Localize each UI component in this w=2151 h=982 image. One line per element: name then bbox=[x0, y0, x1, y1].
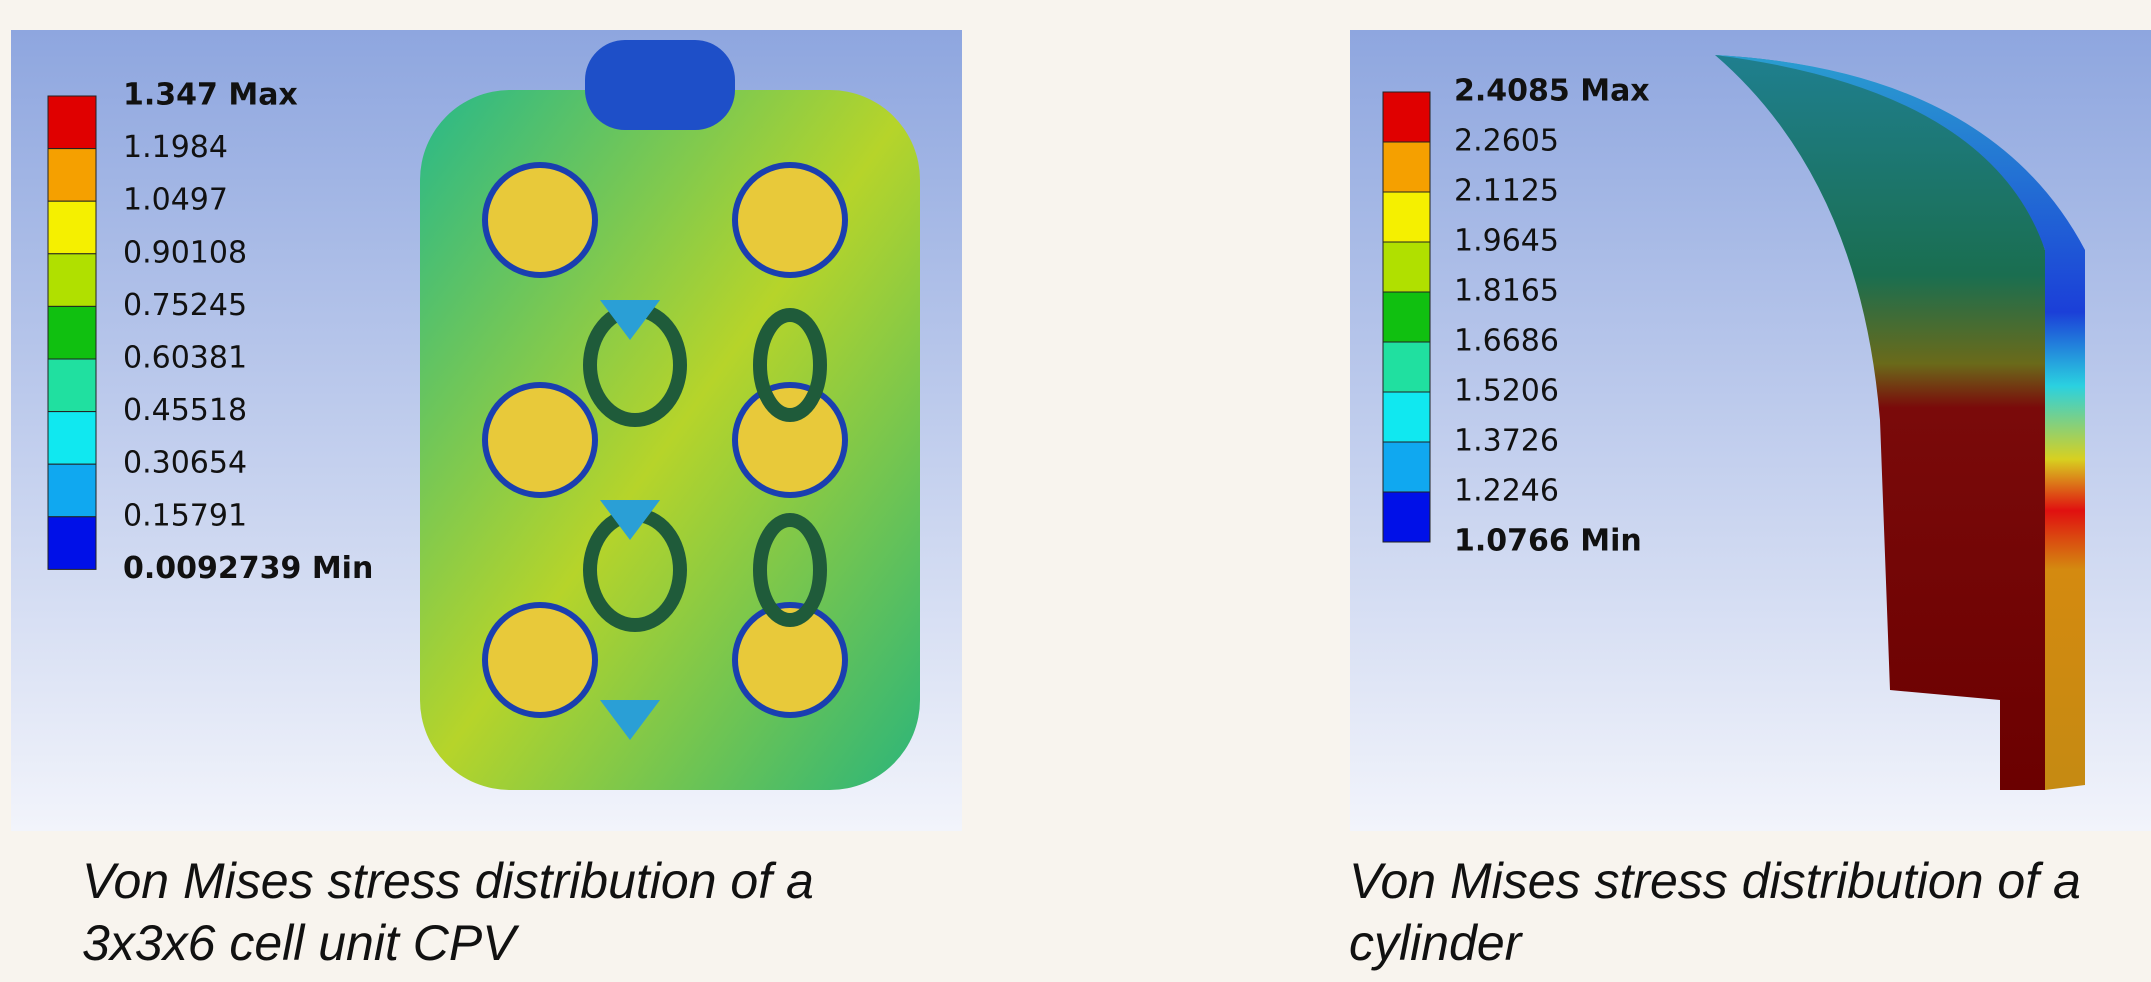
legend-swatch bbox=[1383, 442, 1430, 492]
legend-swatch bbox=[48, 254, 96, 307]
legend-swatch bbox=[1383, 192, 1430, 242]
legend-swatch bbox=[48, 517, 96, 570]
legend-swatch bbox=[1383, 342, 1430, 392]
legend-level: 0.45518 bbox=[123, 393, 247, 428]
legend-swatch bbox=[48, 149, 96, 202]
legend-level: 1.9645 bbox=[1454, 224, 1559, 259]
legend-level: 1.0497 bbox=[123, 183, 228, 218]
legend-swatch bbox=[48, 306, 96, 359]
legend-level: 0.15791 bbox=[123, 498, 247, 533]
legend-level: 0.30654 bbox=[123, 446, 247, 481]
legend-level: 0.75245 bbox=[123, 288, 247, 323]
legend-swatch bbox=[48, 201, 96, 254]
legend-swatch bbox=[1383, 392, 1430, 442]
figure: 1.347 Max 1.1984 1.0497 0.90108 0.75245 0.603… bbox=[0, 0, 2151, 982]
legend-max: 2.4085 Max bbox=[1454, 74, 1650, 109]
legend-level: 2.1125 bbox=[1454, 174, 1559, 209]
legend-level: 1.8165 bbox=[1454, 274, 1559, 309]
legend-min: 1.0766 Min bbox=[1454, 524, 1642, 559]
legend-swatch bbox=[1383, 142, 1430, 192]
legend-swatch bbox=[1383, 242, 1430, 292]
legend-level: 0.90108 bbox=[123, 235, 247, 270]
legend-swatch bbox=[48, 359, 96, 412]
legend-min: 0.0092739 Min bbox=[123, 551, 373, 586]
legend-level: 0.60381 bbox=[123, 341, 247, 376]
legend-swatch bbox=[1383, 92, 1430, 142]
legend-level: 2.2605 bbox=[1454, 124, 1559, 159]
caption-line: cylinder bbox=[1349, 912, 2081, 974]
page: 1.347 Max 1.1984 1.0497 0.90108 0.75245 0.603… bbox=[0, 0, 2151, 982]
legend-max: 1.347 Max bbox=[123, 78, 298, 113]
legend-level: 1.2246 bbox=[1454, 474, 1559, 509]
legend-swatch bbox=[48, 464, 96, 517]
caption-line: 3x3x6 cell unit CPV bbox=[82, 912, 814, 974]
legend-level: 1.3726 bbox=[1454, 424, 1559, 459]
legend-swatch bbox=[1383, 292, 1430, 342]
caption-line: Von Mises stress distribution of a bbox=[82, 850, 814, 912]
legend-level: 1.5206 bbox=[1454, 374, 1559, 409]
legend-swatch bbox=[48, 96, 96, 149]
legend-level: 1.1984 bbox=[123, 130, 228, 165]
caption-line: Von Mises stress distribution of a bbox=[1349, 850, 2081, 912]
lattice-model bbox=[420, 40, 920, 790]
legend-swatch bbox=[48, 412, 96, 465]
legend-level: 1.6686 bbox=[1454, 324, 1559, 359]
legend-swatch bbox=[1383, 492, 1430, 542]
